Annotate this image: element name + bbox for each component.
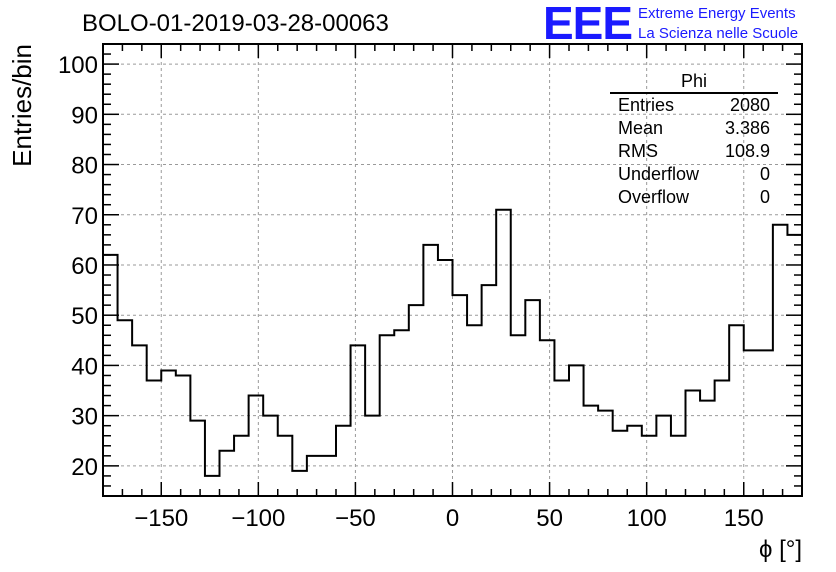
stats-row-rms: RMS 108.9 <box>610 140 778 163</box>
stats-row-overflow: Overflow 0 <box>610 186 778 209</box>
y-tick-label: 100 <box>58 52 98 79</box>
stats-title: Phi <box>610 70 778 94</box>
logo-line-1: Extreme Energy Events <box>638 5 796 22</box>
x-tick-label: 50 <box>536 505 563 532</box>
stats-label: Entries <box>618 95 675 115</box>
x-tick-label: −100 <box>231 505 285 532</box>
stats-label: RMS <box>618 141 658 161</box>
y-tick-label: 60 <box>71 253 98 280</box>
y-tick-label: 40 <box>71 353 98 380</box>
x-tick-label: 100 <box>627 505 667 532</box>
x-tick-label: 0 <box>446 505 459 532</box>
stats-label: Overflow <box>618 187 690 207</box>
y-axis-label: Entries/bin <box>7 44 37 167</box>
y-tick-label: 80 <box>71 153 98 180</box>
logo-line-2: La Scienza nelle Scuole <box>638 25 799 42</box>
eee-logo-mark: EEE <box>543 0 633 49</box>
stats-row-entries: Entries 2080 <box>610 94 778 117</box>
stats-value: 0 <box>759 164 770 184</box>
stats-row-mean: Mean 3.386 <box>610 117 778 140</box>
y-tick-label: 90 <box>71 102 98 129</box>
stats-value: 2080 <box>729 95 770 115</box>
stats-value: 108.9 <box>724 141 770 161</box>
chart-title: BOLO-01-2019-03-28-00063 <box>82 10 389 37</box>
y-tick-label: 50 <box>71 303 98 330</box>
stats-box: Phi Entries 2080 Mean 3.386 RMS 108.9 Un… <box>610 70 778 209</box>
stats-label: Mean <box>618 118 664 138</box>
stats-row-underflow: Underflow 0 <box>610 163 778 186</box>
x-tick-label: −150 <box>134 505 188 532</box>
x-tick-label: −50 <box>335 505 376 532</box>
y-tick-label: 20 <box>71 454 98 481</box>
y-tick-label: 70 <box>71 203 98 230</box>
stats-label: Underflow <box>618 164 700 184</box>
x-tick-label: 150 <box>724 505 764 532</box>
y-tick-label: 30 <box>71 404 98 431</box>
stats-value: 3.386 <box>724 118 770 138</box>
stats-value: 0 <box>759 187 770 207</box>
x-axis-label: ϕ [°] <box>759 536 802 563</box>
histogram-step-line <box>102 69 802 477</box>
